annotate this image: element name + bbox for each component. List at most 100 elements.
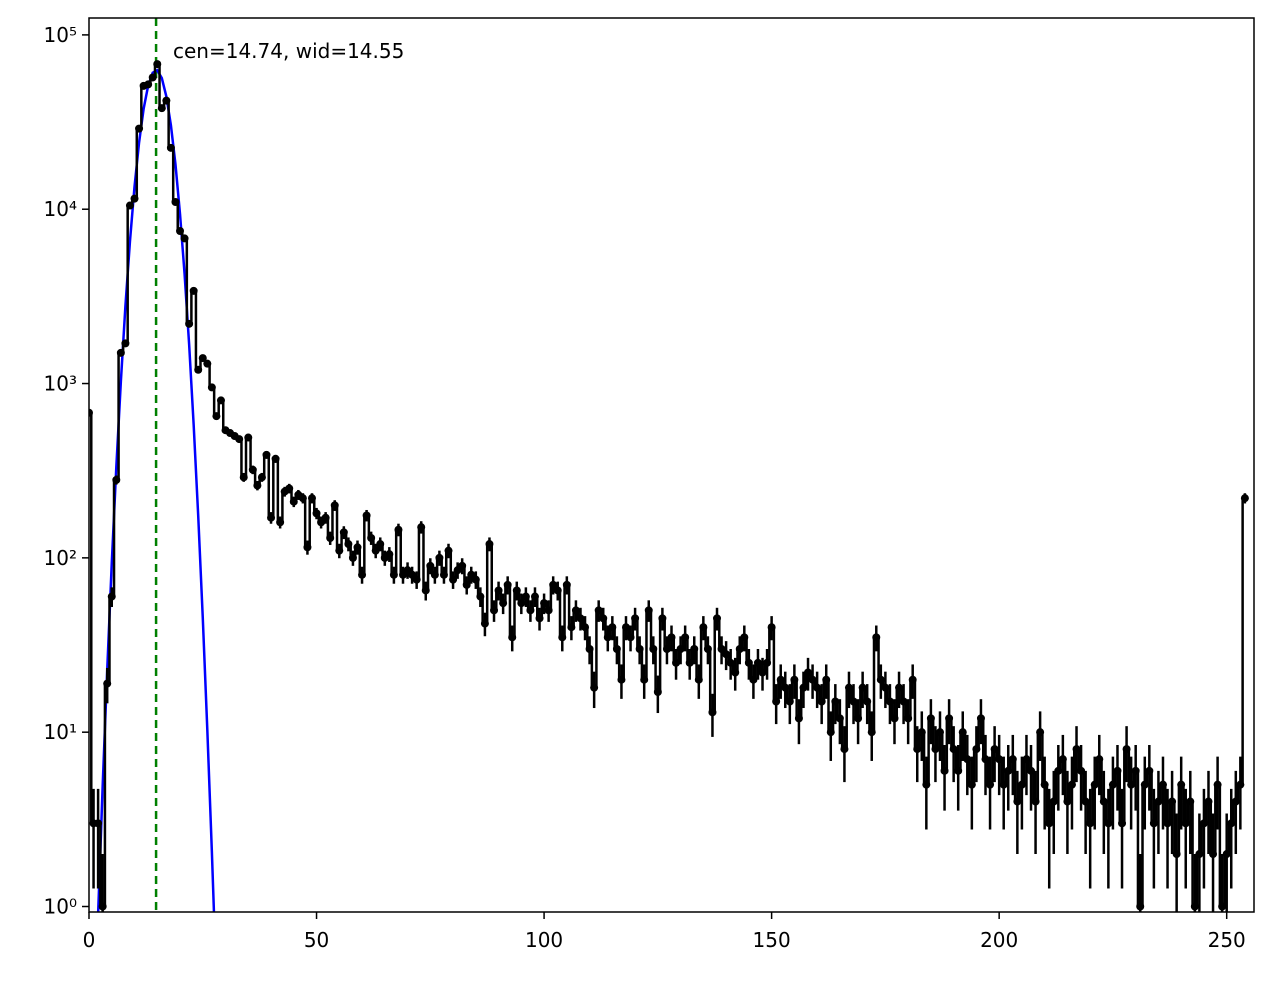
data-point xyxy=(303,543,312,552)
data-point xyxy=(389,570,398,579)
data-point xyxy=(840,745,849,754)
data-point xyxy=(603,633,612,642)
data-point xyxy=(835,714,844,723)
data-point xyxy=(1040,780,1049,789)
data-point xyxy=(831,697,840,706)
data-point xyxy=(940,766,949,775)
data-point xyxy=(1240,494,1249,503)
data-point xyxy=(1013,797,1022,806)
data-point xyxy=(763,658,772,667)
data-point xyxy=(1063,797,1072,806)
data-point xyxy=(972,745,981,754)
data-point xyxy=(157,104,166,113)
data-point xyxy=(153,60,162,69)
data-point xyxy=(735,645,744,654)
data-point xyxy=(999,780,1008,789)
data-point xyxy=(449,575,458,584)
x-tick-label: 150 xyxy=(753,928,791,952)
data-point xyxy=(1086,819,1095,828)
data-point xyxy=(567,623,576,632)
data-point xyxy=(530,592,539,601)
data-point xyxy=(881,683,890,692)
data-point xyxy=(858,683,867,692)
data-point xyxy=(785,697,794,706)
data-point xyxy=(722,650,731,659)
data-point xyxy=(708,708,717,717)
data-point xyxy=(694,675,703,684)
data-point xyxy=(581,623,590,632)
data-point xyxy=(776,675,785,684)
data-point xyxy=(740,633,749,642)
data-point xyxy=(339,528,348,537)
data-point xyxy=(485,540,494,549)
data-point xyxy=(494,586,503,595)
data-point xyxy=(749,675,758,684)
data-point xyxy=(867,728,876,737)
data-point xyxy=(144,80,153,89)
data-point xyxy=(1158,780,1167,789)
data-point xyxy=(981,755,990,764)
data-point xyxy=(358,570,367,579)
data-point xyxy=(130,194,139,203)
data-point xyxy=(917,728,926,737)
data-point xyxy=(949,745,958,754)
data-point xyxy=(253,481,262,490)
data-point xyxy=(781,683,790,692)
data-point xyxy=(676,645,685,654)
data-point xyxy=(544,606,553,615)
data-point xyxy=(872,633,881,642)
data-point xyxy=(298,494,307,503)
data-point xyxy=(1199,819,1208,828)
data-point xyxy=(662,645,671,654)
data-point xyxy=(1104,819,1113,828)
data-point xyxy=(107,592,116,601)
data-point xyxy=(1227,819,1236,828)
data-point xyxy=(713,614,722,623)
data-point xyxy=(207,383,216,392)
data-point xyxy=(353,543,362,552)
data-point xyxy=(717,645,726,654)
data-point xyxy=(116,348,125,357)
data-point xyxy=(276,518,285,527)
data-point xyxy=(1231,797,1240,806)
data-point xyxy=(103,679,112,688)
data-point xyxy=(535,614,544,623)
data-point xyxy=(490,606,499,615)
data-point xyxy=(958,728,967,737)
y-tick-label: 10⁵ xyxy=(44,23,77,47)
data-point xyxy=(203,359,212,368)
data-point xyxy=(239,473,248,482)
data-point xyxy=(1172,850,1181,859)
data-point xyxy=(631,614,640,623)
data-point xyxy=(1149,819,1158,828)
data-point xyxy=(804,668,813,677)
data-point xyxy=(913,745,922,754)
data-point xyxy=(1204,797,1213,806)
data-point xyxy=(321,513,330,522)
y-tick-label: 10² xyxy=(44,546,77,570)
data-point xyxy=(458,561,467,570)
data-point xyxy=(412,575,421,584)
data-point xyxy=(98,902,107,911)
data-point xyxy=(667,633,676,642)
data-point xyxy=(612,645,621,654)
data-point xyxy=(658,614,667,623)
data-point xyxy=(499,599,508,608)
data-point xyxy=(248,465,257,474)
data-point xyxy=(426,561,435,570)
data-point xyxy=(635,645,644,654)
data-point xyxy=(699,623,708,632)
data-point xyxy=(312,509,321,518)
data-point xyxy=(1022,755,1031,764)
data-point xyxy=(772,697,781,706)
data-point xyxy=(1054,766,1063,775)
data-point xyxy=(235,435,244,444)
data-point xyxy=(435,553,444,562)
data-point xyxy=(995,755,1004,764)
data-point xyxy=(180,234,189,243)
data-point xyxy=(726,658,735,667)
data-point xyxy=(385,550,394,559)
x-tick-label: 0 xyxy=(83,928,96,952)
data-point xyxy=(171,198,180,207)
